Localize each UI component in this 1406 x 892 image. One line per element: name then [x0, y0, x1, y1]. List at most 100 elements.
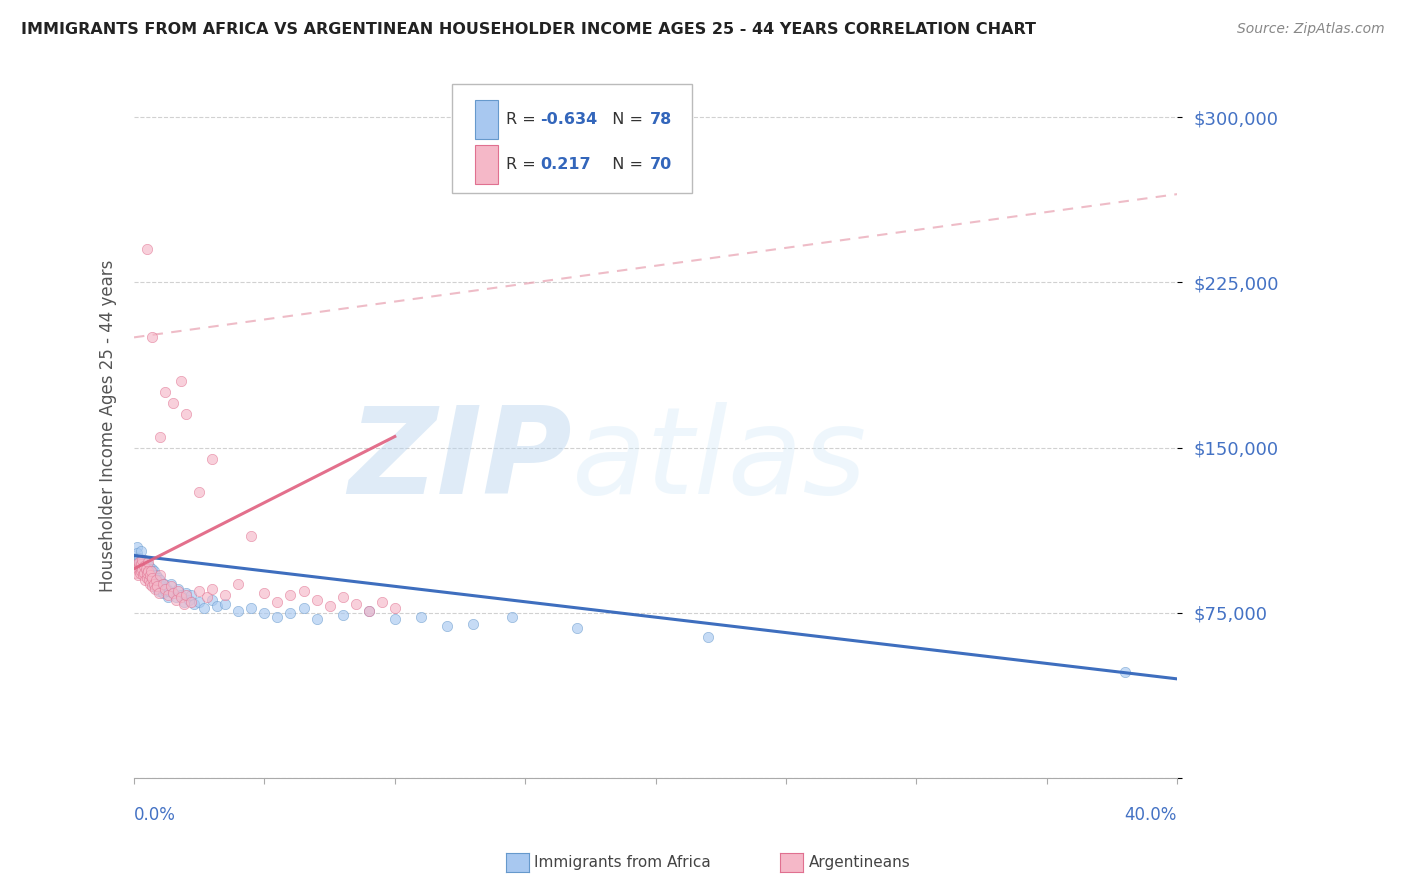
Point	[240, 529, 263, 543]
Point	[127, 555, 149, 569]
Point	[371, 595, 394, 609]
Point	[384, 601, 406, 615]
Point	[149, 573, 172, 587]
Point	[145, 568, 167, 582]
Point	[149, 568, 172, 582]
Point	[129, 558, 152, 572]
Point	[155, 385, 177, 400]
Point	[170, 375, 193, 389]
Point	[193, 601, 215, 615]
Point	[159, 579, 181, 593]
Point	[134, 564, 156, 578]
Point	[266, 595, 288, 609]
Point	[280, 588, 302, 602]
FancyBboxPatch shape	[453, 84, 692, 193]
Point	[129, 544, 152, 558]
Point	[132, 562, 155, 576]
Point	[167, 582, 190, 596]
Point	[292, 601, 315, 615]
Point	[124, 550, 146, 565]
Point	[157, 583, 180, 598]
Point	[332, 591, 354, 605]
Point	[138, 564, 160, 578]
Point	[136, 242, 159, 256]
Point	[146, 579, 169, 593]
Point	[145, 573, 167, 587]
Text: ZIP: ZIP	[349, 402, 572, 519]
Point	[253, 606, 276, 620]
Point	[134, 566, 156, 580]
Text: Argentineans: Argentineans	[808, 855, 910, 870]
Text: Source: ZipAtlas.com: Source: ZipAtlas.com	[1237, 22, 1385, 37]
Point	[150, 579, 173, 593]
Point	[174, 586, 197, 600]
Text: Immigrants from Africa: Immigrants from Africa	[534, 855, 711, 870]
Point	[145, 573, 167, 587]
Text: IMMIGRANTS FROM AFRICA VS ARGENTINEAN HOUSEHOLDER INCOME AGES 25 - 44 YEARS CORR: IMMIGRANTS FROM AFRICA VS ARGENTINEAN HO…	[21, 22, 1036, 37]
Point	[207, 599, 229, 614]
Point	[141, 330, 163, 344]
Point	[162, 586, 184, 600]
Point	[125, 540, 148, 554]
Point	[156, 591, 179, 605]
Point	[124, 562, 146, 576]
Point	[138, 566, 160, 580]
Point	[384, 612, 406, 626]
Text: N =: N =	[602, 112, 648, 127]
Point	[201, 582, 224, 596]
FancyBboxPatch shape	[475, 100, 498, 138]
Point	[170, 588, 193, 602]
Point	[357, 603, 380, 617]
Text: 40.0%: 40.0%	[1125, 806, 1177, 824]
Point	[162, 396, 184, 410]
Text: 78: 78	[651, 112, 672, 127]
Point	[1114, 665, 1136, 680]
Point	[142, 570, 165, 584]
Text: -0.634: -0.634	[540, 112, 598, 127]
Point	[136, 555, 159, 569]
Point	[567, 621, 589, 635]
Point	[128, 555, 150, 569]
Point	[173, 595, 195, 609]
Point	[135, 562, 157, 576]
Point	[228, 603, 250, 617]
Point	[149, 429, 172, 443]
Point	[128, 562, 150, 576]
Point	[148, 583, 170, 598]
Text: 0.0%: 0.0%	[134, 806, 176, 824]
Point	[148, 586, 170, 600]
Point	[142, 577, 165, 591]
Point	[228, 577, 250, 591]
Point	[131, 559, 153, 574]
Text: 70: 70	[651, 157, 672, 172]
Point	[142, 577, 165, 591]
Point	[139, 564, 162, 578]
Point	[135, 570, 157, 584]
Point	[131, 564, 153, 578]
Point	[152, 586, 174, 600]
Point	[125, 566, 148, 580]
Point	[305, 592, 328, 607]
Point	[127, 568, 149, 582]
Point	[146, 570, 169, 584]
Point	[125, 555, 148, 569]
Point	[139, 574, 162, 589]
Point	[195, 591, 218, 605]
Point	[153, 577, 176, 591]
Point	[143, 564, 166, 578]
Point	[155, 583, 177, 598]
Point	[357, 603, 380, 617]
Point	[280, 606, 302, 620]
Point	[136, 566, 159, 580]
Point	[170, 591, 193, 605]
Point	[131, 555, 153, 569]
Point	[167, 583, 190, 598]
Point	[159, 577, 181, 591]
Point	[134, 573, 156, 587]
FancyBboxPatch shape	[475, 145, 498, 185]
Text: 0.217: 0.217	[540, 157, 591, 172]
Point	[436, 619, 458, 633]
Point	[146, 582, 169, 596]
Point	[174, 408, 197, 422]
Point	[173, 597, 195, 611]
